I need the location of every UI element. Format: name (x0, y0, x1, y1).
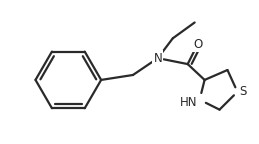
Text: HN: HN (180, 96, 198, 109)
Text: O: O (193, 38, 202, 51)
Text: S: S (239, 85, 247, 98)
Text: N: N (154, 52, 162, 65)
